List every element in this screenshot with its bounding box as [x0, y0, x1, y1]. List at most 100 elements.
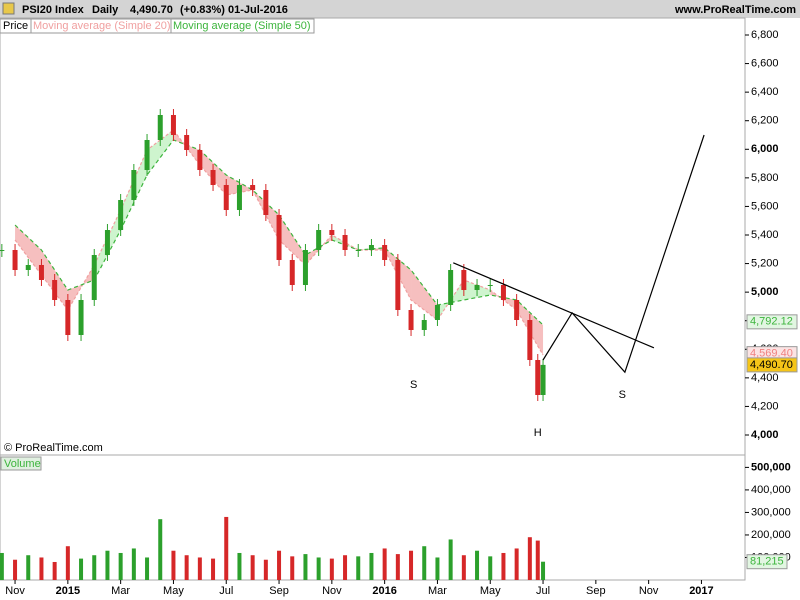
y-tick-label: 300,000 [751, 506, 791, 518]
volume-bar [105, 550, 110, 580]
annotation-label: H [534, 427, 542, 439]
volume-bar [329, 558, 334, 580]
candle [329, 230, 335, 235]
volume-bar [475, 550, 480, 580]
candle [170, 115, 176, 135]
candle [91, 255, 97, 300]
volume-bar [39, 557, 44, 580]
y-tick-label: 5,400 [751, 229, 779, 241]
y-tick-label: 400,000 [751, 484, 791, 496]
candle [395, 260, 401, 310]
candle [0, 250, 5, 251]
y-tick-label: 6,000 [751, 143, 779, 155]
x-tick-label: May [163, 585, 184, 597]
volume-bar [118, 552, 123, 580]
volume-bar [145, 557, 150, 580]
candle [289, 260, 295, 285]
x-tick-label: Mar [428, 585, 447, 597]
candle [65, 300, 71, 335]
volume-bar [290, 556, 295, 580]
candle [104, 230, 110, 255]
volume-bar [263, 559, 268, 580]
y-tick-label: 6,200 [751, 115, 779, 127]
candle [52, 280, 58, 300]
y-tick-label: 6,600 [751, 57, 779, 69]
volume-bar [395, 554, 400, 580]
candle [236, 185, 242, 210]
candle [118, 200, 124, 230]
volume-bar [211, 558, 216, 580]
volume-bar [541, 561, 546, 580]
volume-bar [343, 555, 348, 580]
date: 01-Jul-2016 [228, 4, 288, 16]
volume-bar [501, 552, 506, 580]
candle [131, 170, 137, 200]
x-tick-label: Sep [269, 585, 289, 597]
candle [527, 320, 533, 360]
legend-volume: Volume [4, 458, 41, 470]
legend-price: Price [3, 20, 28, 32]
y-tick-label: 200,000 [751, 529, 791, 541]
y-tick-label: 6,800 [751, 29, 779, 41]
volume-bar [158, 519, 163, 580]
candle [144, 140, 150, 170]
x-tick-label: 2015 [56, 585, 80, 597]
candle [408, 310, 414, 330]
volume-bar [409, 550, 414, 580]
x-tick-label: 2016 [372, 585, 396, 597]
candle [540, 364, 546, 395]
candle [342, 235, 348, 250]
candle [223, 185, 229, 210]
volume-bar [448, 539, 453, 580]
candle [474, 285, 480, 290]
volume-bar [461, 555, 466, 580]
ma-fill [279, 215, 306, 265]
volume-bar [92, 555, 97, 580]
ma50-last-box [746, 314, 798, 330]
volume-bar [171, 550, 176, 580]
candle [157, 115, 163, 140]
header-icon [2, 2, 15, 15]
price-last: 4,490.70 [750, 359, 793, 371]
candle [448, 270, 454, 305]
volume-bar [422, 546, 427, 580]
candle [514, 300, 520, 320]
header-bar [0, 0, 800, 18]
y-tick-label: 500,000 [751, 461, 791, 473]
candle [25, 265, 31, 270]
legend-box [170, 18, 315, 34]
y-tick-label: 4,200 [751, 400, 779, 412]
candle [12, 250, 18, 270]
annotation-label: S [410, 379, 417, 391]
copyright: © ProRealTime.com [4, 442, 103, 454]
volume-bar [356, 556, 361, 580]
ma50-last: 4,792.12 [750, 316, 793, 328]
volume-bar [303, 554, 308, 580]
candle [461, 270, 467, 290]
ma-fill [305, 235, 332, 265]
instrument: PSI20 Index [22, 4, 85, 16]
volume-bar [52, 561, 57, 580]
volume-bar [197, 557, 202, 580]
trendline [453, 262, 655, 349]
y-tick-label: 5,000 [751, 286, 779, 298]
volume-bar [488, 556, 493, 580]
price-last-box [746, 357, 798, 373]
x-tick-label: Nov [5, 585, 25, 597]
x-tick-label: Mar [111, 585, 130, 597]
volume-bar [382, 548, 387, 580]
ma-fill [411, 270, 438, 320]
candle [421, 320, 427, 330]
y-tick-label: 5,600 [751, 200, 779, 212]
candle [184, 135, 190, 150]
candle [78, 300, 84, 335]
volume-bar [237, 552, 242, 580]
volume-bar [26, 555, 31, 580]
candle [487, 285, 493, 286]
ma-fill [147, 130, 174, 175]
volume-bar [224, 516, 229, 580]
y-tick-label: 6,400 [751, 86, 779, 98]
legend-ma50: Moving average (Simple 50) [173, 20, 311, 32]
volume-bar [369, 552, 374, 580]
